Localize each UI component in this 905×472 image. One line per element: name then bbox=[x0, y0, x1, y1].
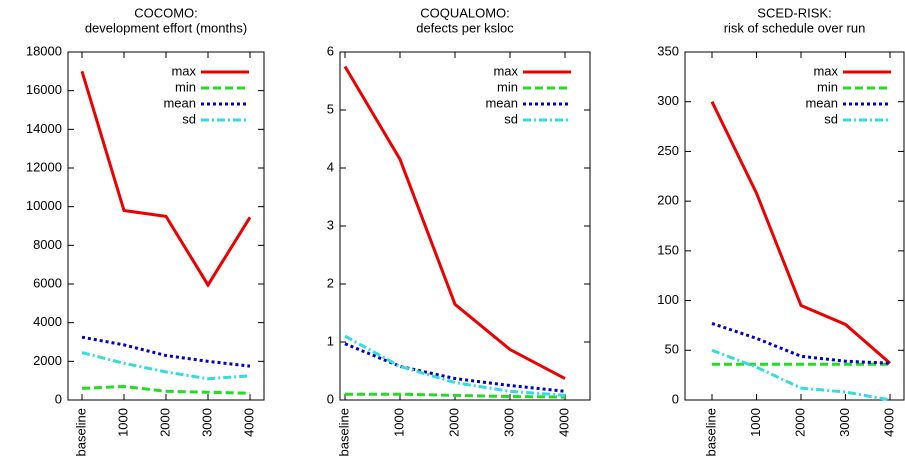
y-tick-label: 14000 bbox=[26, 121, 62, 136]
series-line bbox=[80, 70, 252, 288]
x-tick-label: 2000 bbox=[792, 408, 807, 437]
series-line bbox=[711, 348, 891, 402]
chart-title: COQUALOMO: bbox=[420, 5, 510, 20]
legend-label: min bbox=[817, 79, 838, 94]
chart-subtitle: defects per ksloc bbox=[416, 20, 514, 35]
chart-subtitle: development effort (months) bbox=[85, 20, 247, 35]
x-tick-label: 4000 bbox=[241, 408, 256, 437]
y-tick-label: 1 bbox=[327, 333, 334, 348]
x-tick-label: baseline bbox=[73, 408, 88, 456]
plot-frame bbox=[684, 51, 905, 401]
y-tick-label: 0 bbox=[55, 391, 62, 406]
x-tick-label: 2000 bbox=[446, 408, 461, 437]
series-line bbox=[81, 351, 251, 381]
y-tick-label: 4 bbox=[327, 159, 334, 174]
y-tick-label: 16000 bbox=[26, 82, 62, 97]
x-tick-label: 3000 bbox=[199, 408, 214, 437]
y-tick-label: 250 bbox=[657, 143, 679, 158]
legend-label: max bbox=[813, 63, 838, 78]
x-tick-label: 4000 bbox=[556, 408, 571, 437]
chart-title: COCOMO: bbox=[134, 5, 198, 20]
y-tick-label: 150 bbox=[657, 242, 679, 257]
legend-label: sd bbox=[504, 111, 518, 126]
x-tick-label: 1000 bbox=[391, 408, 406, 437]
series-line bbox=[710, 101, 891, 365]
x-tick-label: 1000 bbox=[748, 408, 763, 437]
y-tick-label: 3 bbox=[327, 217, 334, 232]
legend-label: min bbox=[175, 79, 196, 94]
series-line bbox=[81, 384, 251, 395]
y-tick-label: 10000 bbox=[26, 198, 62, 213]
y-tick-label: 6000 bbox=[33, 275, 62, 290]
x-tick-label: 2000 bbox=[157, 408, 172, 437]
x-tick-label: 3000 bbox=[837, 408, 852, 437]
legend-label: mean bbox=[485, 95, 518, 110]
chart-title: SCED-RISK: bbox=[757, 5, 831, 20]
series-line bbox=[343, 65, 566, 380]
y-tick-label: 5 bbox=[327, 101, 334, 116]
legend-label: max bbox=[171, 63, 196, 78]
series-line bbox=[81, 335, 251, 368]
legend-label: mean bbox=[163, 95, 196, 110]
x-tick-label: 3000 bbox=[501, 408, 516, 437]
y-tick-label: 200 bbox=[657, 193, 679, 208]
x-tick-label: baseline bbox=[336, 408, 351, 456]
x-tick-label: 1000 bbox=[115, 408, 130, 437]
legend-label: mean bbox=[805, 95, 838, 110]
y-tick-label: 50 bbox=[665, 342, 679, 357]
series-line bbox=[345, 392, 566, 399]
y-tick-label: 18000 bbox=[26, 43, 62, 58]
y-tick-label: 350 bbox=[657, 43, 679, 58]
chart-subtitle: risk of schedule over run bbox=[724, 20, 866, 35]
y-tick-label: 12000 bbox=[26, 159, 62, 174]
y-tick-label: 6 bbox=[327, 43, 334, 58]
plot-frame bbox=[339, 51, 591, 401]
y-tick-label: 2 bbox=[327, 275, 334, 290]
y-tick-label: 2000 bbox=[33, 353, 62, 368]
legend-label: sd bbox=[824, 111, 838, 126]
legend-label: min bbox=[497, 79, 518, 94]
series-line bbox=[711, 322, 891, 365]
y-tick-label: 4000 bbox=[33, 314, 62, 329]
legend-label: max bbox=[493, 63, 518, 78]
x-tick-label: baseline bbox=[703, 408, 718, 456]
series-line bbox=[344, 342, 566, 393]
y-tick-label: 0 bbox=[672, 391, 679, 406]
y-tick-label: 0 bbox=[327, 391, 334, 406]
legend-label: sd bbox=[182, 111, 196, 126]
y-tick-label: 300 bbox=[657, 93, 679, 108]
x-tick-label: 4000 bbox=[881, 408, 896, 437]
y-tick-label: 8000 bbox=[33, 237, 62, 252]
y-tick-label: 100 bbox=[657, 292, 679, 307]
series-line bbox=[344, 334, 566, 397]
